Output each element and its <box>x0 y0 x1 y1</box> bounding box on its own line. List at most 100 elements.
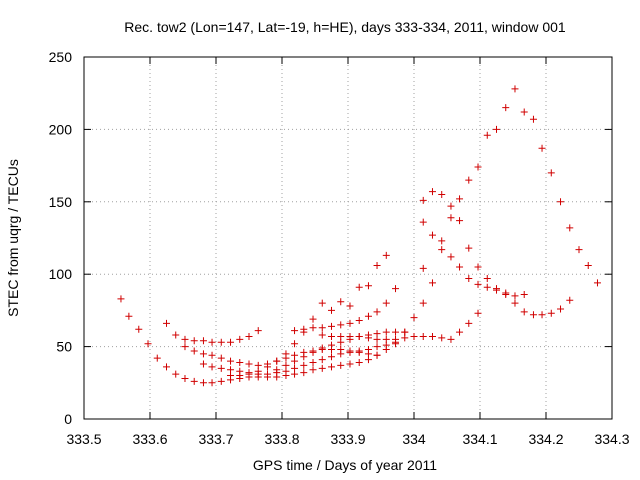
data-point <box>117 295 125 303</box>
data-point <box>318 364 326 372</box>
data-point <box>410 314 418 322</box>
data-point <box>245 370 253 378</box>
x-tick-label: 334.3 <box>594 431 629 447</box>
data-point <box>346 332 354 340</box>
data-point <box>502 104 510 112</box>
data-point <box>465 176 473 184</box>
x-axis-label: GPS time / Days of year 2011 <box>253 457 437 473</box>
data-point <box>346 348 354 356</box>
data-point <box>520 108 528 116</box>
data-point <box>190 347 198 355</box>
data-point <box>401 334 409 342</box>
data-point <box>465 244 473 252</box>
data-point <box>419 299 427 307</box>
chart-title: Rec. tow2 (Lon=147, Lat=-19, h=HE), days… <box>124 19 566 35</box>
data-point <box>566 224 574 232</box>
data-point <box>337 298 345 306</box>
x-tick-labels: 333.5 333.6 333.7 333.8 333.9 334 334.1 334.2 33… <box>66 431 629 447</box>
data-point <box>125 312 133 320</box>
data-point <box>217 377 225 385</box>
data-point <box>300 369 308 377</box>
data-point <box>373 343 381 351</box>
data-point <box>392 335 400 343</box>
data-point <box>456 195 464 203</box>
data-point <box>566 296 574 304</box>
data-point <box>538 144 546 152</box>
data-point <box>217 354 225 362</box>
data-point <box>557 198 565 206</box>
y-tick-labels: 0 50 100 150 200 250 <box>49 49 73 427</box>
data-point <box>355 359 363 367</box>
data-point <box>337 321 345 329</box>
data-point <box>456 328 464 336</box>
data-point <box>208 379 216 387</box>
data-point <box>337 350 345 358</box>
data-point <box>208 351 216 359</box>
data-point <box>483 275 491 283</box>
data-point <box>511 85 519 93</box>
data-point <box>529 311 537 319</box>
data-point <box>337 332 345 340</box>
data-point <box>337 361 345 369</box>
data-point <box>392 285 400 293</box>
data-point <box>438 191 446 199</box>
data-point <box>300 361 308 369</box>
data-point <box>199 360 207 368</box>
data-point <box>227 357 235 365</box>
data-point <box>309 315 317 323</box>
data-point <box>474 263 482 271</box>
data-point <box>245 360 253 368</box>
data-point <box>328 341 335 349</box>
data-point <box>273 357 281 365</box>
data-point <box>172 331 180 339</box>
data-point <box>318 356 326 364</box>
data-point <box>474 163 482 171</box>
y-tick-label: 0 <box>64 411 72 427</box>
data-point <box>547 169 555 177</box>
data-point <box>328 353 335 361</box>
data-point <box>318 324 326 332</box>
data-point <box>465 319 473 327</box>
data-point <box>254 367 262 375</box>
x-tick-label: 334.2 <box>528 431 563 447</box>
data-point <box>438 237 446 245</box>
data-point <box>392 328 400 336</box>
data-point <box>172 370 180 378</box>
x-tick-label: 334 <box>402 431 426 447</box>
y-tick-label: 200 <box>49 121 73 137</box>
data-point <box>227 372 235 380</box>
x-tick-label: 333.6 <box>132 431 167 447</box>
data-point <box>364 334 372 342</box>
data-point <box>190 337 198 345</box>
data-point <box>263 370 271 378</box>
data-point <box>181 374 189 382</box>
data-point <box>511 299 519 307</box>
data-point <box>575 246 583 254</box>
data-point <box>263 363 271 371</box>
data-point <box>328 363 335 371</box>
data-point <box>493 286 500 294</box>
data-point <box>557 305 565 313</box>
data-point <box>300 353 308 361</box>
data-point <box>373 308 381 316</box>
grid <box>84 57 612 419</box>
data-point <box>520 308 528 316</box>
data-point <box>199 337 207 345</box>
data-point <box>364 282 372 290</box>
data-point <box>502 289 510 297</box>
data-point <box>428 231 436 239</box>
data-point <box>282 361 290 369</box>
data-point <box>309 366 317 374</box>
data-point <box>355 332 363 340</box>
y-axis-label: STEC from uqrg / TECUs <box>5 159 21 317</box>
data-point <box>309 324 317 332</box>
data-point <box>236 335 244 343</box>
data-point <box>382 335 390 343</box>
data-point <box>236 359 244 367</box>
data-point <box>300 325 308 333</box>
data-point <box>438 334 446 342</box>
data-point <box>428 188 436 196</box>
data-points <box>117 85 601 387</box>
data-point <box>520 290 528 298</box>
x-tick-label: 333.8 <box>264 431 299 447</box>
